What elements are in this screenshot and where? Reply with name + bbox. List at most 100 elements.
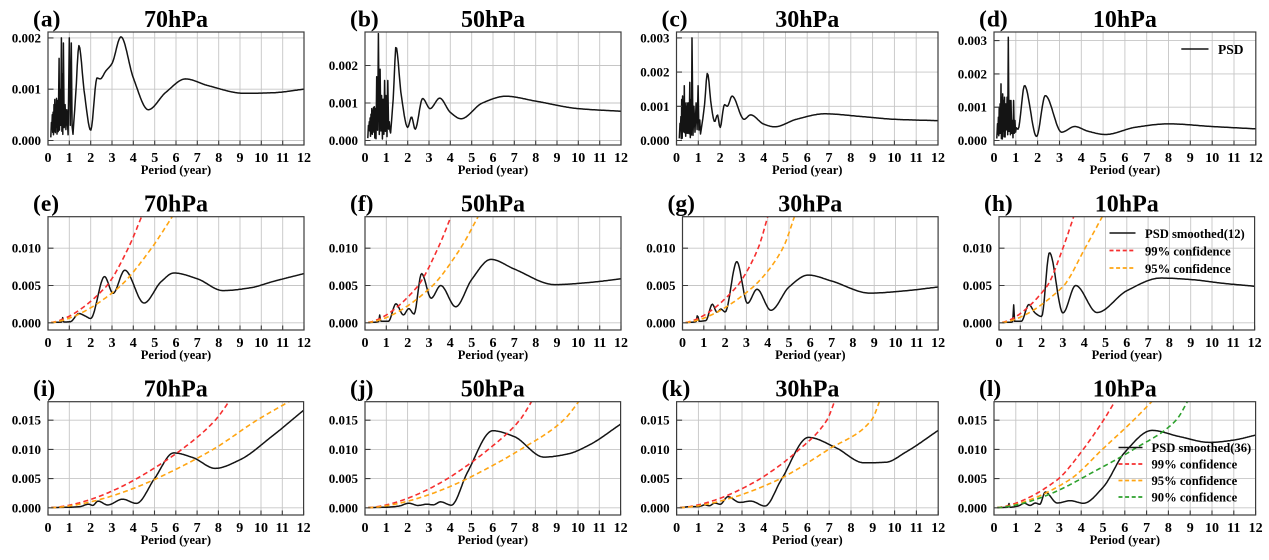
svg-text:Period (year): Period (year) <box>772 533 842 547</box>
svg-text:4: 4 <box>1078 521 1085 536</box>
svg-text:(k): (k) <box>662 376 691 402</box>
svg-text:0.000: 0.000 <box>963 315 992 330</box>
svg-text:Period (year): Period (year) <box>458 163 528 177</box>
svg-text:11: 11 <box>1227 521 1240 536</box>
svg-text:7: 7 <box>511 151 518 166</box>
svg-text:1: 1 <box>66 521 73 536</box>
svg-text:12: 12 <box>297 151 311 166</box>
svg-text:0: 0 <box>45 521 52 536</box>
svg-text:0.010: 0.010 <box>329 241 358 256</box>
svg-text:11: 11 <box>910 151 923 166</box>
svg-text:0.001: 0.001 <box>12 82 41 97</box>
svg-text:10hPa: 10hPa <box>1095 192 1159 218</box>
svg-text:2: 2 <box>1038 336 1045 351</box>
svg-text:PSD smoothed(12): PSD smoothed(12) <box>1145 227 1245 241</box>
svg-text:0.002: 0.002 <box>640 65 669 80</box>
svg-text:(i): (i) <box>33 376 55 402</box>
svg-text:4: 4 <box>760 151 767 166</box>
svg-text:95% confidence: 95% confidence <box>1145 262 1231 276</box>
svg-text:0.000: 0.000 <box>329 315 358 330</box>
svg-text:0.005: 0.005 <box>12 278 42 293</box>
svg-text:7: 7 <box>511 336 518 351</box>
svg-text:2: 2 <box>717 151 724 166</box>
svg-text:10hPa: 10hPa <box>1093 7 1157 33</box>
svg-text:0.000: 0.000 <box>958 500 987 515</box>
svg-text:8: 8 <box>532 521 539 536</box>
svg-text:3: 3 <box>1059 336 1066 351</box>
svg-text:0.000: 0.000 <box>329 500 358 515</box>
svg-text:10: 10 <box>254 336 268 351</box>
svg-text:70hPa: 70hPa <box>144 192 208 218</box>
svg-text:0: 0 <box>991 521 998 536</box>
svg-text:(f): (f) <box>350 191 373 217</box>
svg-text:6: 6 <box>173 336 180 351</box>
svg-text:12: 12 <box>614 151 628 166</box>
svg-text:11: 11 <box>910 521 923 536</box>
svg-text:30hPa: 30hPa <box>775 7 839 33</box>
svg-text:5: 5 <box>468 336 475 351</box>
svg-text:10: 10 <box>1205 521 1219 536</box>
svg-text:2: 2 <box>87 151 94 166</box>
svg-text:1: 1 <box>695 151 702 166</box>
svg-text:11: 11 <box>593 151 606 166</box>
svg-text:9: 9 <box>237 151 244 166</box>
svg-text:3: 3 <box>109 336 116 351</box>
svg-text:99% confidence: 99% confidence <box>1145 245 1231 259</box>
svg-text:3: 3 <box>425 521 432 536</box>
svg-text:8: 8 <box>215 151 222 166</box>
svg-text:Period (year): Period (year) <box>1090 533 1160 547</box>
svg-text:8: 8 <box>532 336 539 351</box>
svg-text:0.005: 0.005 <box>329 471 359 486</box>
svg-text:50hPa: 50hPa <box>461 192 525 218</box>
svg-text:0: 0 <box>362 151 369 166</box>
svg-text:6: 6 <box>807 336 814 351</box>
svg-text:1: 1 <box>695 521 702 536</box>
svg-text:0: 0 <box>673 151 680 166</box>
svg-text:1: 1 <box>383 336 390 351</box>
svg-text:10: 10 <box>888 521 902 536</box>
svg-text:0.005: 0.005 <box>963 278 993 293</box>
svg-text:(b): (b) <box>350 7 379 33</box>
svg-text:0: 0 <box>996 336 1003 351</box>
svg-text:10: 10 <box>889 336 903 351</box>
svg-text:0: 0 <box>45 336 52 351</box>
svg-text:0.002: 0.002 <box>958 66 987 81</box>
svg-text:12: 12 <box>297 521 311 536</box>
svg-text:5: 5 <box>151 521 158 536</box>
svg-text:11: 11 <box>1227 151 1240 166</box>
svg-text:11: 11 <box>276 521 289 536</box>
svg-text:12: 12 <box>931 336 945 351</box>
svg-text:6: 6 <box>804 521 811 536</box>
svg-text:0.010: 0.010 <box>329 442 358 457</box>
svg-text:3: 3 <box>738 151 745 166</box>
svg-text:0: 0 <box>362 521 369 536</box>
svg-text:(l): (l) <box>979 376 1001 402</box>
svg-text:6: 6 <box>172 521 179 536</box>
svg-text:0.005: 0.005 <box>12 471 42 486</box>
svg-text:99% confidence: 99% confidence <box>1152 458 1238 472</box>
svg-text:11: 11 <box>910 336 923 351</box>
svg-text:2: 2 <box>404 336 411 351</box>
svg-text:0: 0 <box>679 336 686 351</box>
svg-text:11: 11 <box>593 336 606 351</box>
svg-text:10: 10 <box>571 336 585 351</box>
svg-text:9: 9 <box>554 151 561 166</box>
svg-text:6: 6 <box>490 336 497 351</box>
svg-text:0.001: 0.001 <box>329 96 358 111</box>
svg-text:Period (year): Period (year) <box>141 348 211 362</box>
svg-text:95% confidence: 95% confidence <box>1152 474 1238 488</box>
svg-text:5: 5 <box>782 151 789 166</box>
svg-text:0.000: 0.000 <box>329 133 358 148</box>
svg-text:4: 4 <box>130 521 137 536</box>
svg-text:11: 11 <box>276 151 289 166</box>
svg-text:3: 3 <box>109 151 116 166</box>
svg-text:(j): (j) <box>350 376 373 402</box>
svg-text:2: 2 <box>87 521 94 536</box>
svg-text:Period (year): Period (year) <box>458 533 528 547</box>
svg-text:0.010: 0.010 <box>958 442 987 457</box>
svg-text:1: 1 <box>383 521 390 536</box>
svg-text:70hPa: 70hPa <box>144 377 208 403</box>
svg-text:0.005: 0.005 <box>958 471 988 486</box>
svg-text:7: 7 <box>1145 336 1152 351</box>
svg-text:8: 8 <box>532 151 539 166</box>
